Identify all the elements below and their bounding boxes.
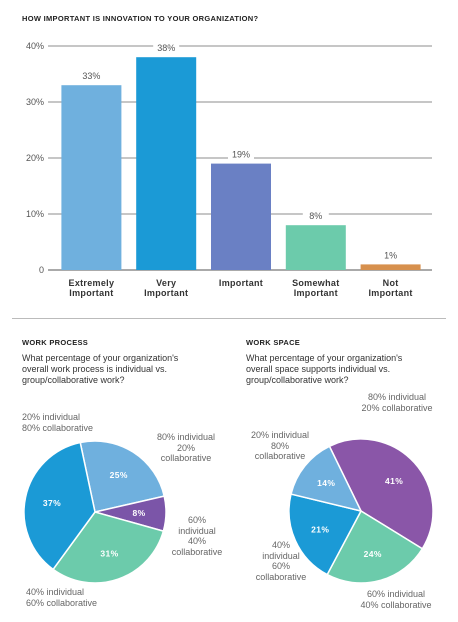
wp-label-8-line3: collaborative [160,453,212,463]
category-label: Important [368,288,412,298]
pie2-slice-0 [328,438,434,550]
pie1-slice-label: 31% [100,549,118,559]
pie1-slice-label: 25% [110,470,128,480]
ws-label-14: 20% individual 80% collaborative [240,430,320,462]
pie1-slice-label: 8% [132,508,145,518]
ws-label-24-line2: 40% collaborative [360,599,432,610]
y-tick-label: 10% [26,209,44,219]
ws-label-41-line2: 20% collaborative [361,402,433,413]
pie1-slice-2 [52,511,165,584]
wp-label-8-line1: 80% individual [156,432,216,442]
pie2-slice-label: 14% [317,478,335,488]
category-label: Important [69,288,113,298]
wp-label-37-line1: 40% individual [26,587,85,597]
ws-label-21-line2: individual [262,550,300,561]
wp-label-37: 40% individual 60% collaborative [26,587,146,608]
pie1-slice-3 [23,441,96,571]
ws-label-14-line3: collaborative [254,451,306,461]
ws-label-21-line3: 60% [271,561,290,571]
bar-chart: 010%20%30%40%33%ExtremelyImportant38%Ver… [26,41,432,298]
category-label: Somewhat [292,278,339,288]
work-process-title: WORK PROCESS [22,338,89,347]
y-tick-label: 30% [26,97,44,107]
category-label: Important [219,278,263,288]
bar-value-label: 33% [82,71,100,81]
wp-label-25-line1: 20% individual [22,412,81,422]
pie1-slice-0 [79,440,166,513]
ws-label-14-line2: 80% [270,440,289,451]
y-tick-label: 0 [39,265,44,275]
wp-label-25: 20% individual 80% collaborative [22,412,142,433]
pie2-slice-1 [326,509,424,584]
bar-1 [136,57,197,271]
work-process-question: What percentage of your organization's o… [22,353,179,385]
ws-label-21-line1: 40% [271,540,290,550]
bar-4 [360,264,421,270]
wp-label-31-line3: 40% [187,536,206,546]
wp-label-25-line2: 80% collaborative [22,422,94,433]
wp-label-31-line2: individual [178,525,216,536]
pie2-slice-label: 41% [385,476,403,486]
category-label: Important [144,288,188,298]
bar-label-bg-3 [302,211,329,222]
pie2-slice-label: 21% [311,524,329,534]
ws-label-41-line1: 80% individual [367,392,427,402]
ws-label-21: 40% individual 60% collaborative [246,540,316,582]
chart-title: HOW IMPORTANT IS INNOVATION TO YOUR ORGA… [22,14,259,23]
bar-0 [61,85,122,270]
bar-label-bg-1 [153,43,180,54]
bar-3 [285,225,346,270]
ws-label-14-line1: 20% individual [250,430,310,440]
bar-label-bg-4 [377,250,404,261]
bar-label-bg-0 [78,71,105,82]
pie2-slice-3 [290,445,363,513]
pie2-slice-2 [288,493,363,576]
y-tick-label: 40% [26,41,44,51]
category-label: Extremely [69,278,115,288]
ws-label-41: 80% individual 20% collaborative [352,392,442,413]
wp-label-31-line1: 60% [187,515,206,525]
bar-value-label: 19% [232,150,250,160]
section-divider [12,318,446,319]
wp-label-8-line2: 20% [176,442,195,453]
ws-label-21-line4: collaborative [255,571,307,582]
work-space-title: WORK SPACE [246,338,301,347]
ws-label-24-line1: 60% individual [366,589,426,599]
pie1-slice-label: 37% [43,498,61,508]
bar-value-label: 8% [309,211,322,221]
wp-label-8: 80% individual 20% collaborative [146,432,226,464]
category-label: Important [294,288,338,298]
bar-label-bg-2 [228,149,254,160]
wp-label-37-line2: 60% collaborative [26,597,98,608]
bar-2 [211,163,271,270]
wp-label-31-line4: collaborative [171,546,223,557]
bar-value-label: 1% [384,250,397,260]
ws-label-24: 60% individual 40% collaborative [346,589,446,610]
bar-value-label: 38% [157,43,175,53]
pie2-slice-label: 24% [364,549,382,559]
work-space-question: What percentage of your organization's o… [246,353,403,385]
wp-label-31: 60% individual 40% collaborative [162,515,232,557]
category-label: Very [156,278,176,288]
y-tick-label: 20% [26,153,44,163]
category-label: Not [383,278,399,288]
